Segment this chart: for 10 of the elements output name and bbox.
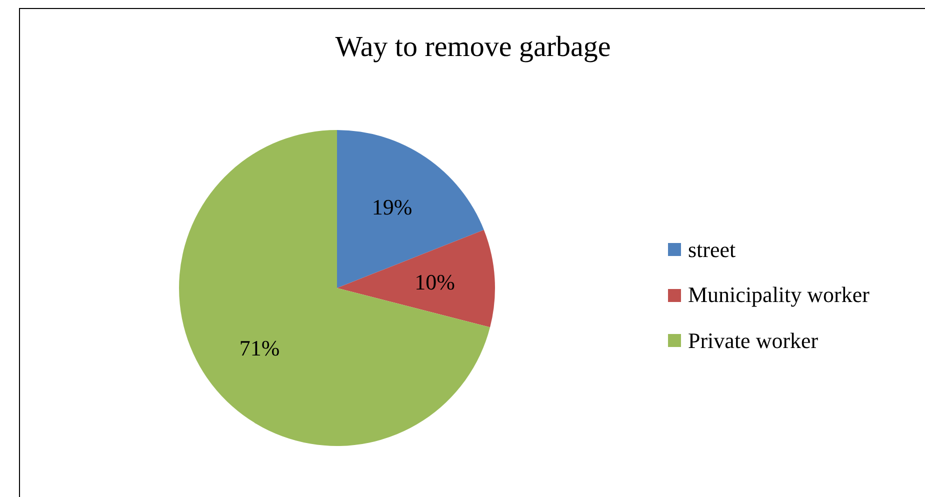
chart-title: Way to remove garbage bbox=[334, 31, 612, 64]
pie-slice bbox=[337, 130, 484, 288]
legend-label: Private worker bbox=[688, 328, 818, 354]
data-label: 10% bbox=[414, 269, 455, 294]
pie-slice bbox=[179, 130, 490, 446]
data-label: 71% bbox=[239, 336, 280, 361]
legend-label: Municipality worker bbox=[688, 282, 870, 308]
legend-label: street bbox=[688, 236, 736, 263]
pie-slice bbox=[337, 230, 495, 328]
data-label: 19% bbox=[372, 194, 412, 220]
